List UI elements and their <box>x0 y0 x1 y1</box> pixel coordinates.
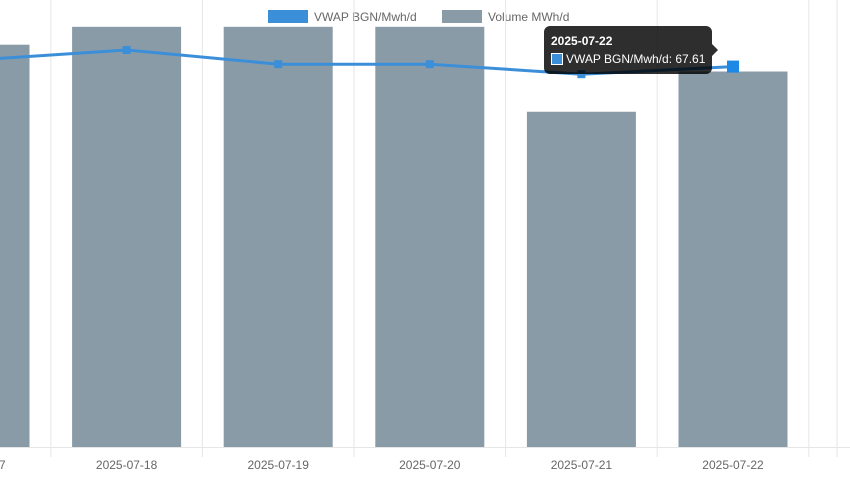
volume-bar[interactable] <box>526 111 636 447</box>
legend-item-volume[interactable]: Volume MWh/d <box>442 10 569 24</box>
x-tick-label: 2025-07-22 <box>702 458 764 472</box>
tooltip-caret <box>712 44 719 56</box>
volume-bar[interactable] <box>72 26 182 447</box>
vwap-point[interactable] <box>274 60 283 69</box>
legend-label-volume: Volume MWh/d <box>488 10 569 24</box>
x-tick-label: 2025-07-19 <box>248 458 310 472</box>
tooltip: 2025-07-22 VWAP BGN/Mwh/d: 67.61 <box>544 26 719 74</box>
vwap-point[interactable] <box>425 60 434 69</box>
x-tick-label: 2025-07-18 <box>96 458 158 472</box>
volume-bar[interactable] <box>375 26 485 447</box>
x-tick-label: 2025-07-17 <box>0 458 6 472</box>
tooltip-label: VWAP BGN/Mwh/d: 67.61 <box>566 52 706 66</box>
legend-label-vwap: VWAP BGN/Mwh/d <box>314 10 417 24</box>
x-axis: 2025-07-17 2025-07-18 2025-07-19 2025-07-20… <box>0 447 850 472</box>
tooltip-title: 2025-07-22 <box>551 34 613 48</box>
volume-bar[interactable] <box>678 71 788 448</box>
x-tick-label: 2025-07-21 <box>551 458 613 472</box>
volume-bars <box>0 26 788 448</box>
volume-bar[interactable] <box>223 26 333 447</box>
volume-bar[interactable] <box>0 44 30 447</box>
tooltip-swatch <box>551 53 563 65</box>
tooltip-row: VWAP BGN/Mwh/d: 67.61 <box>551 50 705 68</box>
legend: VWAP BGN/Mwh/d Volume MWh/d <box>268 10 569 24</box>
gridlines <box>50 0 838 457</box>
legend-swatch-vwap <box>268 10 308 23</box>
legend-swatch-volume <box>442 10 482 23</box>
vwap-point[interactable] <box>577 70 586 79</box>
vwap-point[interactable] <box>122 46 131 54</box>
vwap-point[interactable] <box>727 60 739 73</box>
x-tick-label: 2025-07-20 <box>399 458 461 472</box>
legend-item-vwap[interactable]: VWAP BGN/Mwh/d <box>268 10 417 24</box>
